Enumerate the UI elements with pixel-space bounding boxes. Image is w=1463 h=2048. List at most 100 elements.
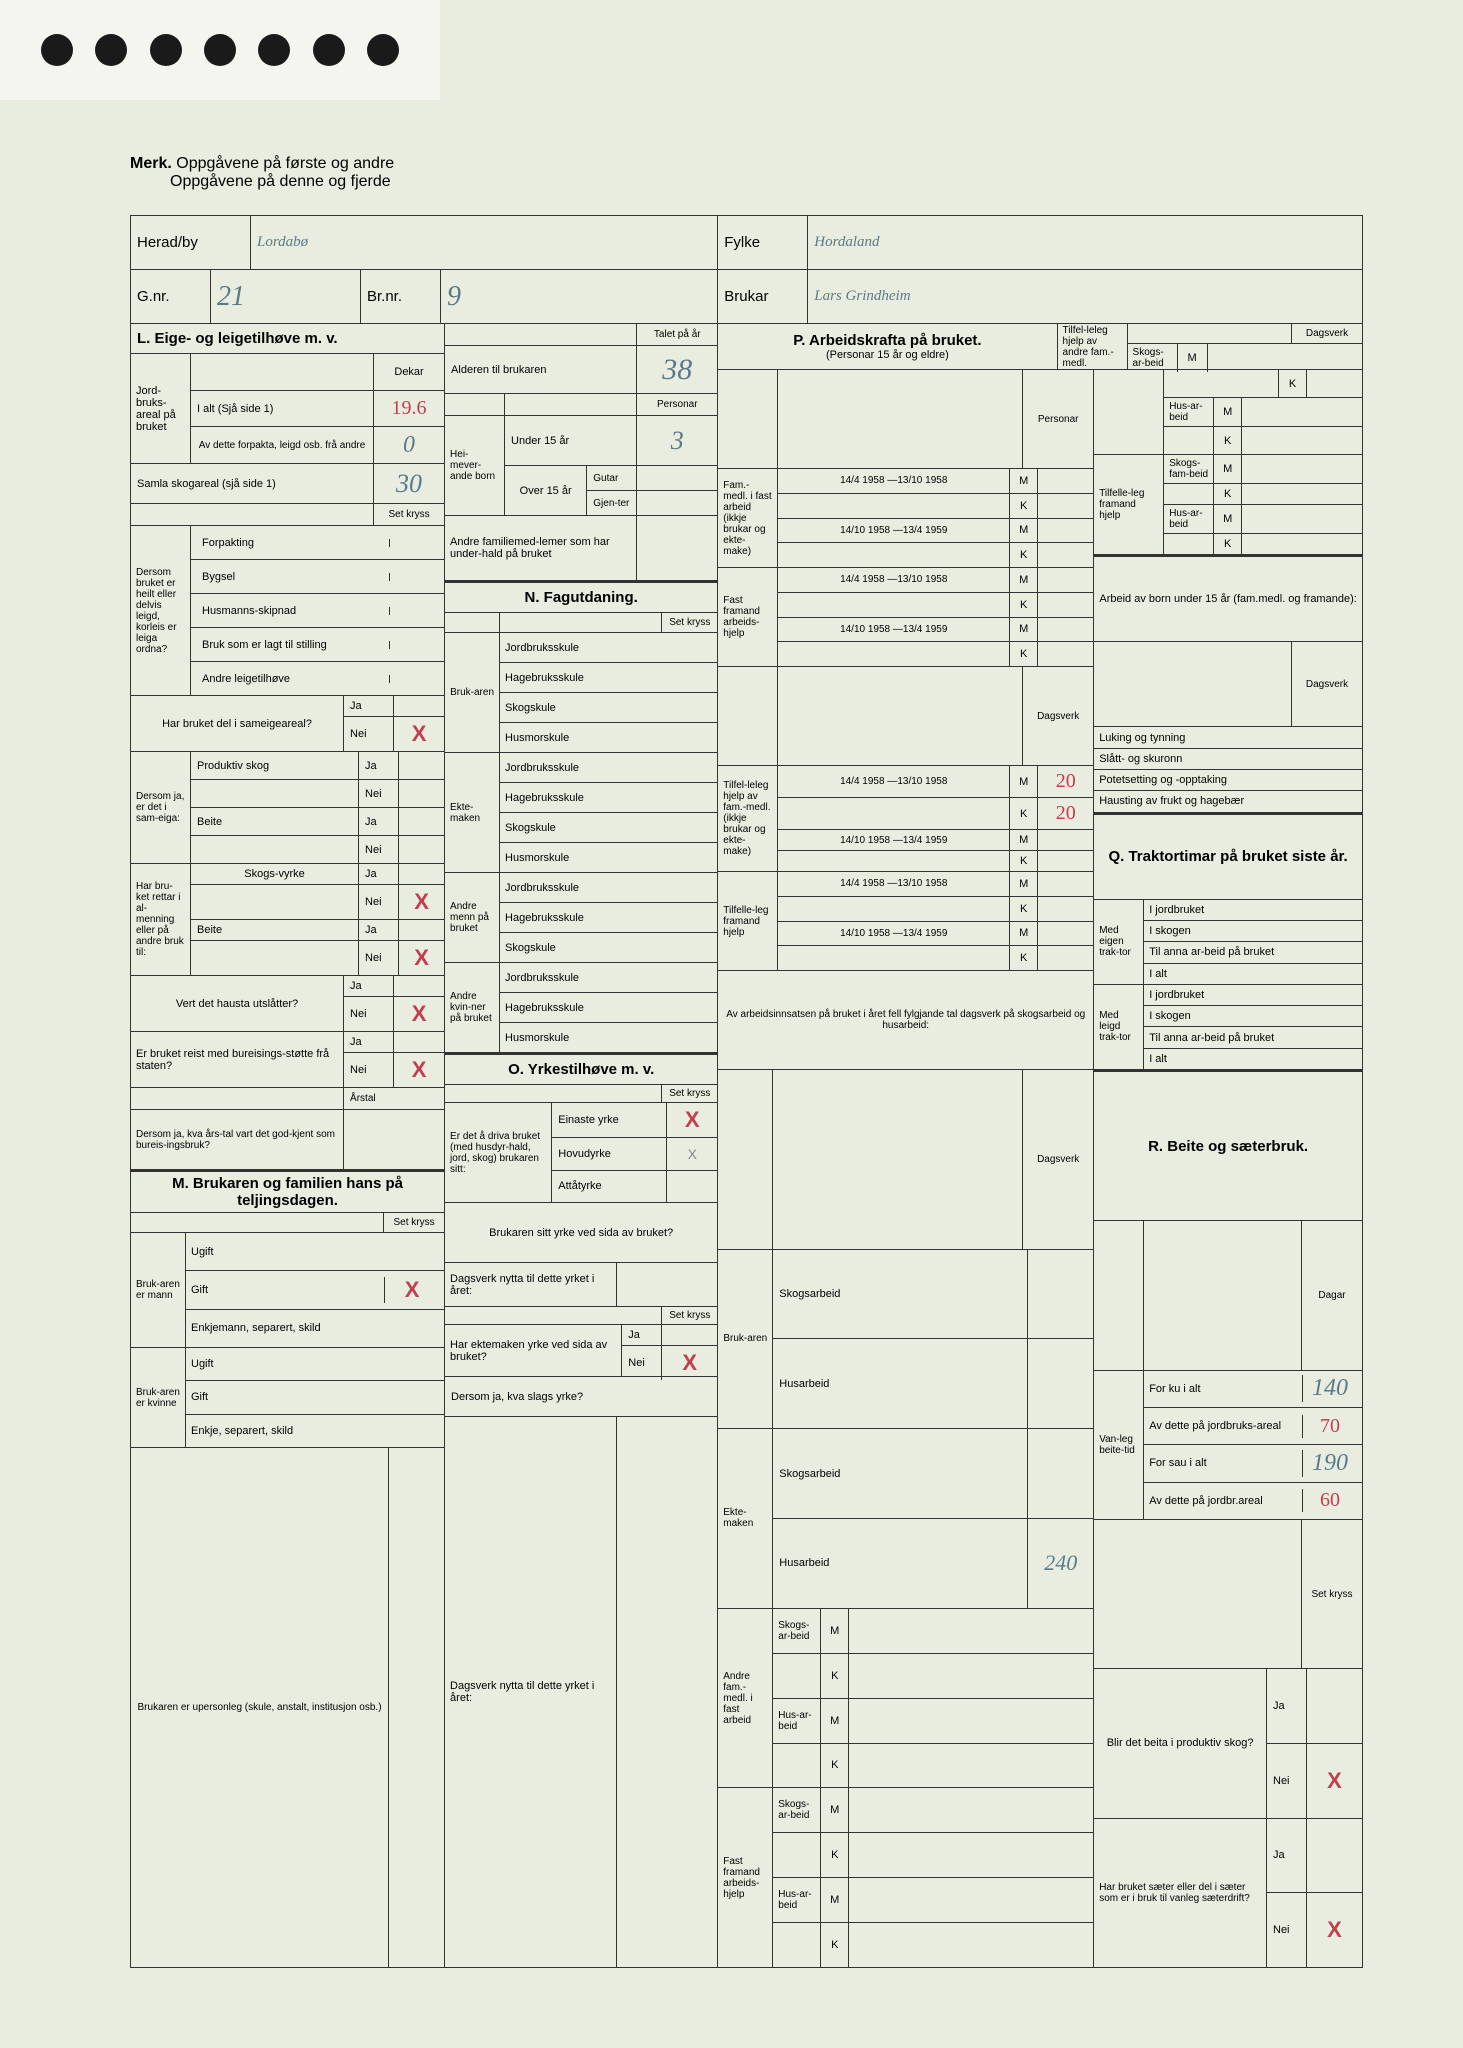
merk-note: Merk. Oppgåvene på første og andre Oppgå… [130, 155, 394, 191]
m-upersonleg: Brukaren er upersonleg (skule, anstalt, … [131, 1448, 444, 1967]
mann-label: Bruk-aren er mann [131, 1233, 186, 1347]
yrke-sida-label: Brukaren sitt yrke ved sida av bruket? [445, 1203, 717, 1262]
tilfelle-andre-label: Tilfel-leleg hjelp av andre fam.-medl. [1058, 324, 1128, 369]
ektemaken-yrke-label: Har ektemaken yrke ved sida av bruket? [445, 1325, 622, 1376]
husarbeid-label: Husarbeid [773, 1339, 1028, 1428]
skogsvyrke-label: Skogs-vyrke [191, 864, 359, 884]
p-title-row: P. Arbeidskrafta på bruket. (Personar 15… [718, 324, 1362, 370]
samla-label: Samla skogareal (sjå side 1) [131, 464, 374, 503]
m-ugift: Ugift [191, 1246, 384, 1258]
alderen-label: Alderen til brukaren [445, 346, 637, 393]
alderen-value: 38 [637, 346, 717, 393]
samla-row: Samla skogareal (sjå side 1) 30 [131, 464, 444, 504]
q-title: Q. Traktortimar på bruket siste år. [1094, 815, 1362, 899]
p-title: P. Arbeidskrafta på bruket. [793, 332, 981, 349]
m-setkryss: Set kryss [384, 1213, 444, 1232]
n-brukaren-label: Bruk-aren [445, 633, 500, 752]
sau-value: 190 [1302, 1450, 1357, 1477]
school-row: Hagebruksskule [505, 912, 662, 924]
n-kvin-label: Andre kvin-ner på bruket [445, 963, 500, 1052]
kvinne-label: Bruk-aren er kvinne [131, 1348, 186, 1447]
sameiga-block: Dersom ja, er det i sam-eiga: Produktiv … [131, 752, 444, 864]
jordbruks-sub: Dekar I alt (Sjå side 1) 19.6 Av dette f… [191, 354, 444, 463]
sameige-nei-x: X [394, 717, 444, 751]
leige-row: Husmanns-skipnad [196, 601, 389, 621]
school-row: Hagebruksskule [505, 672, 662, 684]
leige-row: Andre leigetilhøve [196, 669, 389, 689]
section-l: L. Eige- og leigetilhøve m. v. Jord-bruk… [131, 324, 445, 1967]
nei-label: Nei [344, 717, 394, 751]
over15-label: Over 15 år [505, 466, 587, 515]
school-row: Jordbruksskule [505, 882, 662, 894]
vanleg-label: Van-leg beite-tid [1094, 1371, 1144, 1519]
rettar-block: Har bru-ket rettar i al-menning eller på… [131, 864, 444, 976]
under15-value: 3 [637, 416, 717, 465]
m-enkjemann: Enkjemann, separert, skild [191, 1322, 384, 1334]
m-title: M. Brukaren og familien hans på teljings… [131, 1172, 444, 1212]
gnr-value: 21 [211, 270, 361, 323]
beita-label: Blir det beita i produktiv skog? [1094, 1669, 1267, 1817]
hausta-nei-x: X [394, 997, 444, 1031]
p-lower-and-r: Dagsverk Bruk-aren Skogsarbeid Husarbeid… [718, 1070, 1362, 1967]
p-subtitle: (Personar 15 år og eldre) [826, 349, 949, 361]
o-setkryss: Set kryss [662, 1085, 717, 1102]
sau-jord-value: 60 [1302, 1489, 1357, 1512]
arstal-label: Årstal [344, 1088, 444, 1109]
saeter-label: Har bruket sæter eller del i sæter som e… [1094, 1819, 1267, 1967]
sau-jord-label: Av dette på jordbr.areal [1149, 1495, 1302, 1507]
binder-hole-strip [0, 0, 440, 100]
herad-value: Lordabø [251, 216, 717, 269]
dagar-label: Dagar [1302, 1221, 1362, 1369]
ialt-label: I alt (Sjå side 1) [191, 391, 374, 427]
personar-hdr: Personar [1023, 370, 1093, 468]
binder-hole [95, 34, 127, 66]
gnr-label: G.nr. [131, 270, 211, 323]
dekar-label: Dekar [374, 354, 444, 390]
school-row: Hagebruksskule [505, 792, 662, 804]
leige-block: Dersom bruket er heilt eller delvis leig… [131, 526, 444, 696]
arbeidsinnsats-text: Av arbeidsinnsatsen på bruket i året fel… [718, 971, 1093, 1069]
q-row: I jordbruket [1149, 904, 1297, 916]
born-label: Arbeid av born under 15 år (fam.medl. og… [1094, 557, 1362, 641]
sau-label: For sau i alt [1149, 1457, 1302, 1469]
p-andre-fam-label: Andre fam.-medl. i fast arbeid [718, 1609, 773, 1788]
leige-row: Forpakting [196, 533, 389, 553]
brukar-value: Lars Grindheim [808, 270, 1362, 323]
godkjent-block: Dersom ja, kva års-tal vart det god-kjen… [131, 1110, 444, 1170]
q-row: I skogen [1149, 925, 1297, 937]
andre-fam-label: Andre familiemed-lemer som har under-hal… [445, 516, 637, 580]
jordbruks-label: Jord-bruks-areal på bruket [131, 354, 191, 463]
ku-label: For ku i alt [1149, 1383, 1302, 1395]
leige-rows: Forpakting Bygsel Husmanns-skipnad Bruk … [191, 526, 444, 695]
q-leigd-label: Med leigd trak-tor [1094, 985, 1144, 1069]
section-r: R. Beite og sæterbruk. Dagar Van-leg bei… [1094, 1070, 1362, 1967]
school-row: Husmorskule [505, 852, 662, 864]
beita-nei-x: X [1307, 1744, 1362, 1818]
skogsvyrke-nei-x: X [399, 885, 444, 919]
tilfelle-framand2-label: Tilfelle-leg framand hjelp [1094, 455, 1164, 554]
upersonleg-label: Brukaren er upersonleg (skule, anstalt, … [131, 1448, 389, 1967]
o-title: O. Yrkestilhøve m. v. [445, 1055, 717, 1084]
dersom-leige-label: Dersom bruket er heilt eller delvis leig… [131, 526, 191, 695]
ekte-hus-value: 240 [1028, 1519, 1093, 1608]
merk-label: Merk. [130, 155, 172, 172]
sameige-label: Har bruket del i sameigeareal? [131, 696, 344, 751]
setkryss-row: Set kryss [131, 504, 444, 526]
p-ekte-label: Ekte-maken [718, 1429, 773, 1608]
brukar-label: Brukar [718, 270, 808, 323]
saeter-nei-x: X [1307, 1893, 1362, 1967]
l-title-row: L. Eige- og leigetilhøve m. v. [131, 324, 444, 354]
hausta-label: Vert det hausta utslåtter? [131, 976, 344, 1031]
einaste-label: Einaste yrke [552, 1103, 667, 1137]
m-title-row: M. Brukaren og familien hans på teljings… [131, 1170, 444, 1213]
school-row: Jordbruksskule [505, 642, 662, 654]
setkryss-l: Set kryss [374, 504, 444, 525]
merk-line1: Oppgåvene på første og andre [176, 155, 394, 172]
leige-row: Bruk som er lagt til stilling [196, 635, 389, 655]
n-setkryss: Set kryss [662, 613, 717, 632]
dagsverk-hdr: Dagsverk [1292, 324, 1362, 343]
hovud-label: Hovudyrke [552, 1138, 667, 1170]
skogs-label: Skogs-ar-beid [1128, 344, 1178, 372]
fast-framand-label: Fast framand arbeids-hjelp [718, 568, 778, 666]
school-row: Skogskule [505, 702, 662, 714]
